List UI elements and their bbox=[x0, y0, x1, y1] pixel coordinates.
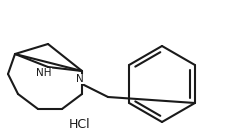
Text: HCl: HCl bbox=[69, 117, 91, 131]
Text: N: N bbox=[76, 74, 84, 84]
Text: NH: NH bbox=[36, 68, 52, 78]
